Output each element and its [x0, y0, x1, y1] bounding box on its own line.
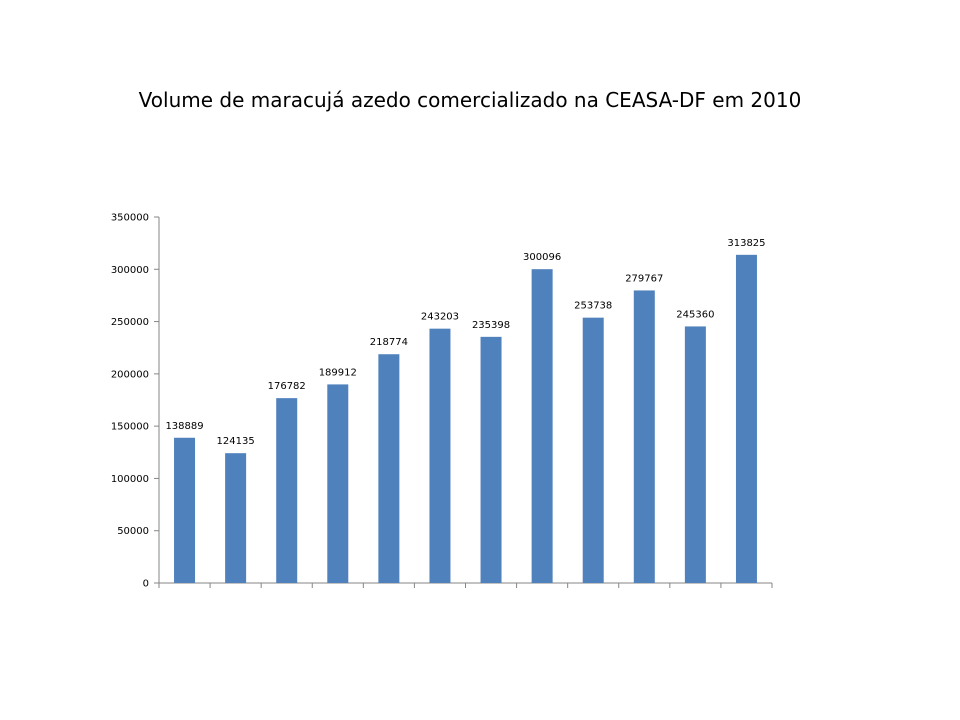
data-labels: 138889 124135 176782 189912 218774 243203 2353… [165, 238, 765, 447]
y-axis: 0 50000 100000 150000 200000 250000 300000 3500… [111, 213, 160, 590]
y-tick-label: 150000 [111, 422, 149, 433]
x-axis [158, 582, 773, 588]
data-label: 138889 [165, 421, 203, 432]
bar [633, 290, 655, 583]
data-label: 235398 [472, 320, 510, 331]
data-label: 300096 [523, 252, 561, 263]
bar [582, 317, 604, 583]
data-label: 176782 [268, 381, 306, 392]
bar [378, 354, 400, 583]
data-label: 253738 [574, 301, 612, 312]
y-tick-label: 100000 [111, 474, 149, 485]
chart-title: Volume de maracujá azedo comercializado … [138, 88, 802, 112]
data-label: 279767 [625, 273, 663, 284]
data-label: 313825 [727, 238, 765, 249]
y-tick-label: 350000 [111, 213, 149, 224]
bar [429, 328, 451, 583]
data-label: 189912 [319, 367, 357, 378]
bar [531, 269, 553, 583]
y-tick-label: 250000 [111, 317, 149, 328]
y-tick-label: 200000 [111, 369, 149, 380]
bar [480, 336, 502, 583]
data-label: 243203 [421, 312, 459, 323]
data-label: 245360 [676, 309, 714, 320]
y-tick-label: 50000 [117, 526, 149, 537]
bar [276, 398, 298, 583]
bar [735, 254, 757, 583]
bars [174, 254, 757, 583]
data-label: 218774 [370, 337, 408, 348]
bar [174, 437, 196, 583]
y-tick-label: 300000 [111, 265, 149, 276]
bar [327, 384, 349, 583]
bar [225, 453, 247, 583]
data-label: 124135 [217, 436, 255, 447]
y-tick-label: 0 [143, 579, 149, 590]
bar [684, 326, 706, 583]
